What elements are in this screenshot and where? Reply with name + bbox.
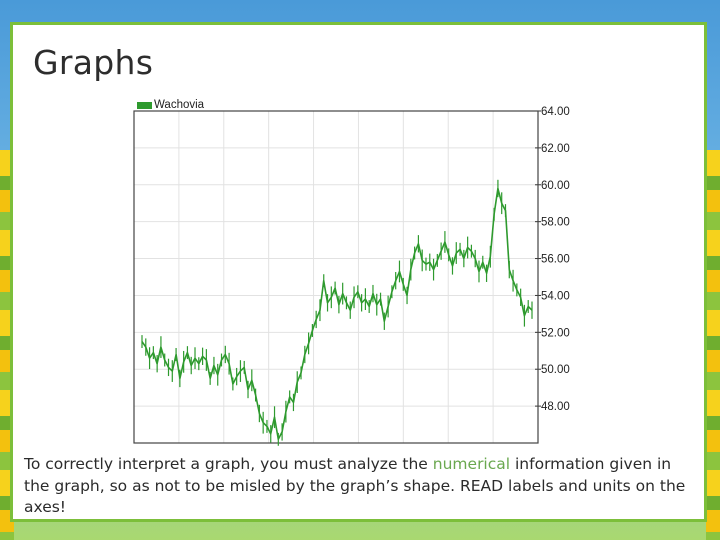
chart-legend: Wachovia (137, 98, 204, 112)
legend-label: Wachovia (154, 99, 205, 111)
stock-chart: 64.00 62.00 60.00 58.00 56.00 54.00 52.00 50.00… (133, 106, 570, 446)
y-tick-label: 60.00 (541, 180, 570, 192)
y-tick-label: 56.00 (541, 254, 570, 266)
y-tick-label: 48.00 (541, 401, 570, 413)
legend-swatch (137, 101, 152, 109)
caption-text-start: To correctly interpret a graph, you must… (24, 455, 433, 473)
flower-decoration-right (706, 150, 720, 540)
caption-highlight: numerical (432, 455, 511, 473)
y-tick-label: 64.00 (541, 106, 570, 118)
slide-panel: Graphs Wachovia 64.00 62.00 60.00 58.00 56.0… (10, 22, 707, 522)
y-tick-label: 58.00 (541, 217, 570, 229)
y-tick-label: 54.00 (541, 290, 570, 302)
y-tick-label: 52.00 (541, 327, 570, 339)
slide-title: Graphs (33, 43, 154, 82)
plot-frame (133, 110, 539, 444)
y-tick-label: 62.00 (541, 143, 570, 155)
y-tick-label: 50.00 (541, 364, 570, 376)
slide-caption: To correctly interpret a graph, you must… (24, 454, 700, 519)
caption-text-end: information given in the graph, so as no… (24, 455, 686, 516)
series-line-wachovia (141, 187, 533, 441)
